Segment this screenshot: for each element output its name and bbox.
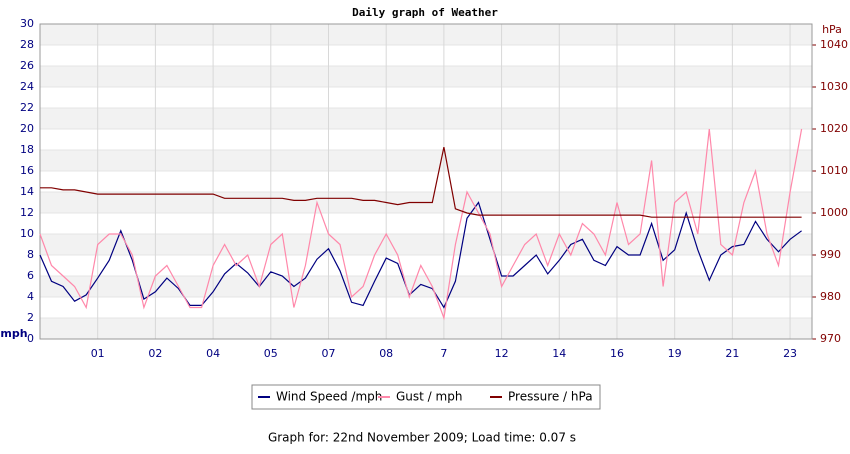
y-tick-label: 20 <box>20 122 34 135</box>
x-tick-label: 19 <box>668 347 682 360</box>
y-tick-label: 2 <box>27 311 34 324</box>
x-tick-label: 01 <box>91 347 105 360</box>
y-tick-label: 16 <box>20 164 34 177</box>
grid-band <box>40 66 812 87</box>
x-tick-label: 12 <box>495 347 509 360</box>
y-tick-label: 0 <box>27 332 34 345</box>
y2-tick-label: 1040 <box>820 38 848 51</box>
x-tick-label: 16 <box>610 347 624 360</box>
y-tick-label: 14 <box>20 185 34 198</box>
grid-band <box>40 234 812 255</box>
y2-tick-label: 1020 <box>820 122 848 135</box>
grid-band <box>40 150 812 171</box>
plot-border <box>39 23 813 340</box>
x-tick-label: 21 <box>725 347 739 360</box>
y-tick-label: 18 <box>20 143 34 156</box>
y2-axis-label: hPa <box>822 23 842 36</box>
y2-tick-label: 1010 <box>820 164 848 177</box>
series-line <box>39 201 802 309</box>
y-tick-label: 8 <box>27 248 34 261</box>
y-tick-label: 28 <box>20 38 34 51</box>
y-tick-label: 10 <box>20 227 34 240</box>
y-tick-label: 6 <box>27 269 34 282</box>
y-tick-label: 12 <box>20 206 34 219</box>
legend-label: Pressure / hPa <box>508 390 593 404</box>
grid-band <box>40 108 812 129</box>
y2-tick-label: 970 <box>820 332 841 345</box>
series-line <box>39 128 803 321</box>
y-tick-label: 24 <box>20 80 34 93</box>
grid-band <box>40 318 812 339</box>
series-line <box>40 146 802 218</box>
x-tick-label: 07 <box>321 347 335 360</box>
y2-tick-label: 980 <box>820 290 841 303</box>
x-tick-label: 14 <box>552 347 566 360</box>
x-tick-label: 7 <box>440 347 447 360</box>
y-tick-label: 26 <box>20 59 34 72</box>
legend-label: Wind Speed /mph <box>276 390 382 404</box>
x-tick-label: 05 <box>264 347 278 360</box>
chart-title: Daily graph of Weather <box>352 6 498 19</box>
x-tick-label: 04 <box>206 347 220 360</box>
y2-tick-label: 1030 <box>820 80 848 93</box>
y2-tick-label: 1000 <box>820 206 848 219</box>
y-tick-label: 30 <box>20 17 34 30</box>
legend-box <box>251 384 601 410</box>
grid-band <box>40 24 812 45</box>
x-tick-label: 08 <box>379 347 393 360</box>
x-tick-label: 23 <box>783 347 797 360</box>
footer: Graph for: 22nd November 2009; Load time… <box>268 431 576 445</box>
y-tick-label: 4 <box>27 290 34 303</box>
x-tick-label: 02 <box>148 347 162 360</box>
y-tick-label: 22 <box>20 101 34 114</box>
y-axis-label: mph <box>0 327 27 340</box>
y2-tick-label: 990 <box>820 248 841 261</box>
legend-label: Gust / mph <box>396 390 462 404</box>
